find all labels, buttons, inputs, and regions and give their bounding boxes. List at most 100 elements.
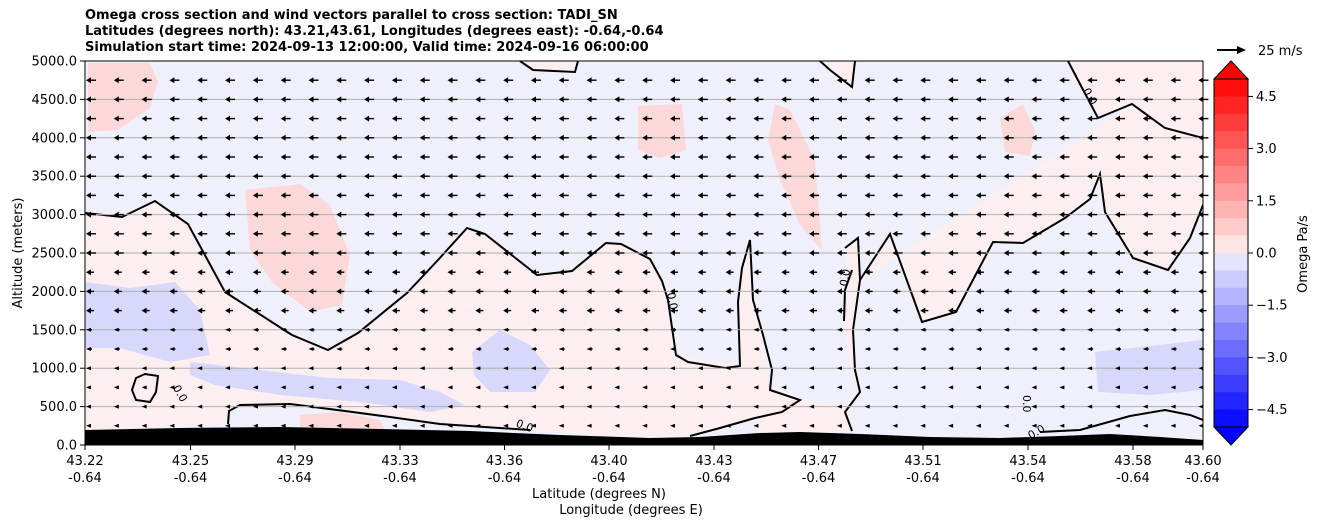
wind-vector [809,173,820,180]
wind-vector [1087,347,1094,351]
wind-vector [391,327,398,332]
wind-vector [280,385,286,390]
wind-vector [169,307,178,314]
wind-vector [1003,327,1010,332]
wind-vector [225,347,232,351]
wind-vector [141,423,147,428]
wind-vector [475,211,486,218]
wind-vector [1142,250,1153,256]
x-tick-label-lat: 43.33 [381,454,418,469]
wind-vector [1087,230,1098,237]
wind-vector [1142,96,1153,103]
wind-vector [169,423,175,428]
wind-vector [1170,115,1181,122]
wind-vector [725,115,736,122]
wind-vector [1170,192,1181,199]
wind-vector [586,366,592,371]
colorbar-segment [1214,166,1248,184]
wind-vector [1059,347,1066,351]
wind-vector [586,96,597,103]
negative-omega-blob-2 [190,362,465,412]
wind-vector [503,96,514,103]
wind-vector [781,327,788,332]
wind-vector [975,347,982,351]
wind-vector [1114,96,1125,103]
wind-vector [1087,307,1096,314]
negative-omega-blob-4 [1095,340,1203,395]
wind-vector [336,96,347,103]
wind-vector [1031,250,1042,256]
wind-vector [558,230,569,237]
colorbar: 4.5 3.0 1.5 0.0 −1.5 −3.0 −4.5 [1212,60,1288,446]
wind-vector [697,192,708,199]
wind-vector [391,269,400,276]
colorbar-segment [1214,305,1248,324]
wind-vector [113,134,124,141]
wind-vector [419,230,430,237]
wind-vector [948,192,959,199]
wind-vector [1003,173,1014,180]
wind-vector [447,250,458,256]
positive-omega-blob-5 [1000,104,1035,156]
wind-vector [141,154,152,160]
wind-vector [1114,192,1125,199]
wind-vector [975,154,986,160]
chart-title-line-2: Latitudes (degrees north): 43.21,43.61, … [85,24,664,39]
positive-omega-blob-3 [638,104,686,158]
y-tick-label: 0.0 [56,439,77,454]
wind-vector [836,192,847,199]
wind-vector [391,115,402,122]
wind-vector [503,211,514,218]
wind-vector [336,366,342,371]
wind-vector [1059,154,1070,160]
wind-vector [419,134,430,141]
wind-vector [530,230,541,237]
wind-vector [642,288,651,295]
y-axis-label: Altitude (meters) [11,198,26,309]
contour-label-3: 0.0 [837,268,853,287]
wind-vector [86,77,96,84]
wind-vector [1198,347,1205,351]
wind-vector [948,366,954,371]
wind-vector [475,366,481,371]
wind-vector [364,327,371,332]
wind-vector [725,250,736,256]
colorbar-segment [1214,79,1248,97]
wind-vector [280,327,287,332]
wind-vector [86,366,91,371]
wind-vector [419,347,426,351]
colorbar-tick-label: −1.5 [1256,299,1288,314]
wind-vector [558,288,567,295]
wind-vector [336,327,343,332]
wind-vector [975,192,986,199]
wind-vector [252,192,263,199]
positive-omega-blob-1 [88,63,158,132]
wind-vector [419,211,430,218]
wind-vector [1031,307,1040,314]
wind-vector [1031,230,1042,237]
wind-vector [892,366,898,371]
wind-vector [753,250,764,256]
colorbar-segment [1214,322,1248,341]
wind-vector [280,366,286,371]
wind-vector [113,385,119,390]
wind-vector [948,77,959,84]
wind-vector [530,250,541,256]
wind-vector [892,327,899,332]
x-tick-label-lon: -0.64 [488,471,522,486]
wind-vector [86,134,96,141]
wind-vector [781,115,792,122]
wind-vector [447,288,456,295]
wind-vector [225,423,231,428]
wind-vector [614,250,625,256]
wind-vector [447,347,454,351]
wind-vector [948,423,954,428]
wind-vector [113,423,119,428]
wind-vector [1087,134,1098,141]
wind-vector [86,211,96,218]
wind-vector [558,423,564,428]
wind-vector [197,423,203,428]
wind-vector [725,404,731,409]
wind-vector [1114,173,1125,180]
contour-label-6: 0.0 [514,417,535,435]
